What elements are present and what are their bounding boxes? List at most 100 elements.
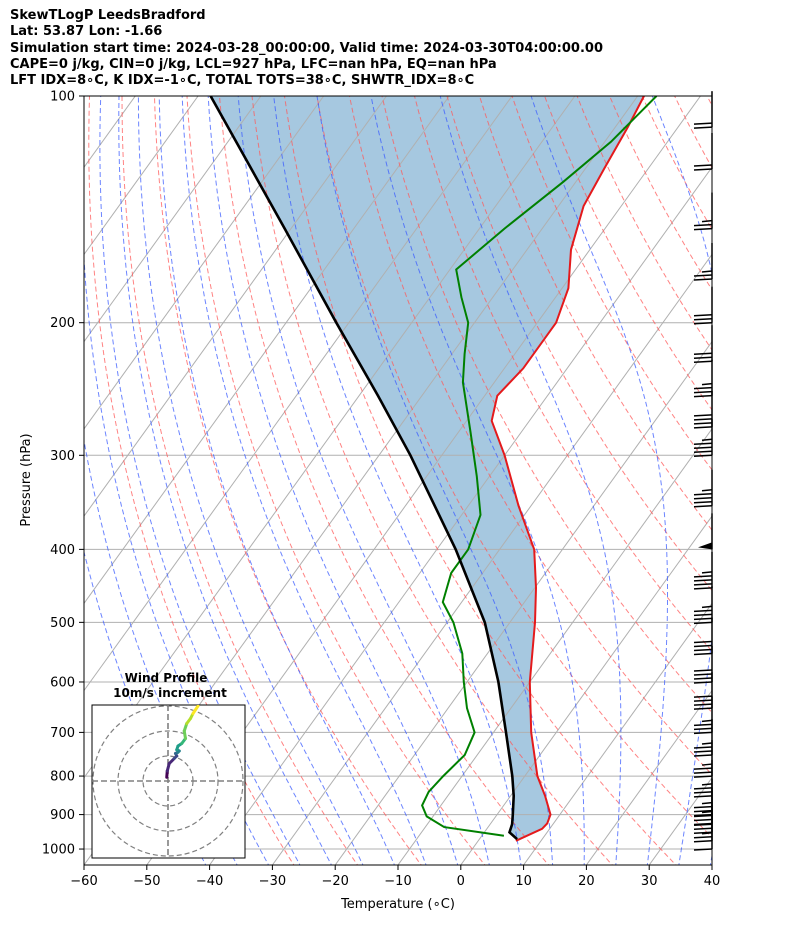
barb-flag <box>693 723 713 727</box>
dry-adiabat <box>251 96 613 865</box>
y-tick-label: 1000 <box>42 843 75 858</box>
barb-flag <box>693 414 713 417</box>
header-indices-1: CAPE=0 j/kg, CIN=0 j/kg, LCL=927 hPa, LF… <box>10 56 497 72</box>
isotherm <box>271 253 712 865</box>
barb-flag <box>693 575 713 578</box>
barb-flag <box>693 791 713 794</box>
barb-flag <box>693 394 713 398</box>
wind-barbs <box>693 91 713 851</box>
y-tick-label: 400 <box>50 543 75 558</box>
barb-half-flag <box>701 719 713 723</box>
barb-flag <box>693 223 713 227</box>
barb-flag <box>693 818 713 822</box>
barb-flag <box>693 707 713 710</box>
barb-flag <box>693 699 713 702</box>
barb-flag <box>693 787 713 790</box>
dry-adiabat <box>511 96 712 471</box>
wind-barb <box>693 91 713 129</box>
moist-adiabat <box>651 96 712 865</box>
y-tick-label: 700 <box>50 726 75 741</box>
dry-adiabat <box>478 96 712 531</box>
barb-flag <box>693 579 713 582</box>
moist-adiabat <box>137 96 364 865</box>
barb-flag <box>693 673 713 676</box>
x-tick-label: 20 <box>578 874 595 889</box>
barb-flag <box>693 809 713 813</box>
dry-adiabat <box>186 96 486 865</box>
y-axis-label: Pressure (hPa) <box>19 433 34 526</box>
wind-barb <box>693 390 713 429</box>
header-times: Simulation start time: 2024-03-28_00:00:… <box>10 40 603 56</box>
barb-flag <box>693 317 713 321</box>
barb-half-flag <box>701 810 713 814</box>
barb-flag <box>693 669 713 672</box>
cin-shading <box>210 96 644 840</box>
isotherm <box>208 166 712 865</box>
barb-half-flag <box>701 801 713 805</box>
dry-adiabat <box>153 96 422 865</box>
barb-flag <box>693 827 713 831</box>
barb-flag <box>693 227 713 231</box>
wind-barb <box>693 325 713 363</box>
dry-adiabat <box>218 96 550 865</box>
barb-flag <box>693 727 713 731</box>
barb-flag <box>693 390 713 394</box>
barb-flag <box>693 168 713 171</box>
barb-half-flag <box>701 219 713 223</box>
hodograph-plot <box>92 705 245 858</box>
barb-flag <box>693 352 713 355</box>
dry-adiabat <box>763 79 794 868</box>
barb-flag <box>693 313 713 317</box>
barb-flag <box>693 681 713 684</box>
x-tick-label: −50 <box>133 874 160 889</box>
barb-flag <box>693 500 713 504</box>
moist-adiabat <box>118 96 332 865</box>
hodograph-title: Wind Profile <box>125 671 208 685</box>
barb-flag <box>693 122 713 125</box>
barb-flag <box>693 126 713 129</box>
barb-flag <box>693 617 713 621</box>
barb-half-flag <box>701 438 713 442</box>
x-tick-label: −40 <box>196 874 223 889</box>
dry-adiabat <box>348 96 712 776</box>
isotherm <box>522 602 712 865</box>
y-tick-label: 900 <box>50 808 75 823</box>
x-tick-label: −10 <box>384 874 411 889</box>
barb-flag <box>693 822 713 826</box>
isotherm <box>334 340 712 865</box>
moist-adiabat <box>709 853 712 865</box>
barb-flag <box>693 831 713 835</box>
barb-flag <box>693 695 713 698</box>
barb-flag <box>693 496 713 500</box>
barb-flag <box>693 587 713 590</box>
barb-flag <box>693 613 713 617</box>
x-tick-label: 10 <box>515 874 532 889</box>
barb-flag <box>693 703 713 706</box>
barb-flag <box>693 446 713 450</box>
chart-header: SkewTLogP LeedsBradford Lat: 53.87 Lon: … <box>10 8 603 89</box>
isotherm <box>460 515 712 865</box>
barb-flag <box>693 418 713 421</box>
barb-flag <box>693 492 713 496</box>
barb-flag <box>693 278 713 281</box>
dewpoint-line <box>421 96 658 837</box>
y-tick-label: 500 <box>50 616 75 631</box>
wind-barb <box>693 740 713 778</box>
x-tick-label: −20 <box>321 874 348 889</box>
barb-flag <box>693 775 713 778</box>
dry-adiabat <box>88 96 295 865</box>
isotherm <box>84 96 513 692</box>
barb-flag <box>693 814 713 818</box>
barb-flag <box>693 640 713 644</box>
x-axis-label: Temperature (∘C) <box>340 897 455 912</box>
moist-adiabat <box>273 96 522 865</box>
barb-flag <box>693 767 713 770</box>
barb-half-flag <box>701 605 713 609</box>
axes: −60 −50 −40 −30 −20 −10 0 10 20 30 40 100 200 300 400 5… <box>42 90 720 890</box>
barb-half-flag <box>701 571 713 574</box>
y-tick-label: 300 <box>50 449 75 464</box>
isotherm <box>0 79 85 868</box>
isotherm <box>397 428 712 865</box>
barb-flag <box>693 813 713 817</box>
moist-adiabat <box>158 96 395 865</box>
